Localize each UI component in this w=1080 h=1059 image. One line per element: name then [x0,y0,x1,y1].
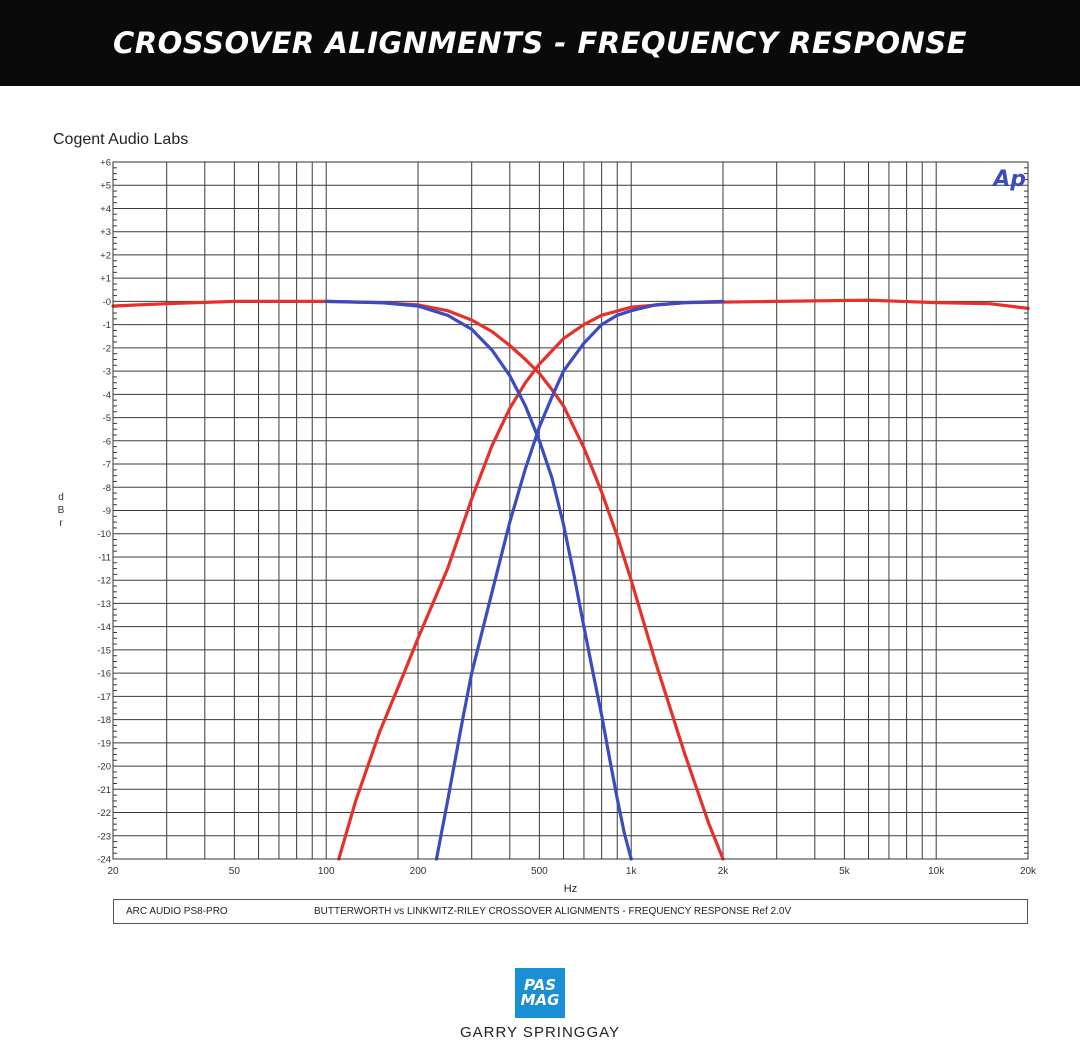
y-tick-label: -24 [97,855,111,866]
y-tick-label: +3 [100,227,111,238]
frequency-response-chart: +6 +5 +4 +3 +2 +1 -0 -1 -2 -3 -4 -5 -6 -7 -8 -9 -10 -11 -1… [58,158,1037,896]
company-name: Cogent Audio Labs [53,131,189,148]
y-tick-label: -6 [103,436,111,447]
x-tick-label: 20k [1020,866,1037,877]
y-tick-label: -16 [97,669,111,680]
y-axis-label-letter: r [59,518,63,529]
y-tick-label: -12 [97,576,111,587]
y-tick-label: -5 [103,413,111,424]
device-label: ARC AUDIO PS8-PRO [126,906,228,917]
chart-curves [111,298,1030,861]
x-tick-label: 1k [626,866,638,877]
y-tick-label: -17 [97,692,111,703]
y-tick-label: -0 [103,297,111,308]
y-tick-label: -21 [97,785,111,796]
y-tick-label: -14 [97,622,111,633]
response-curve-linkwitz-riley-1 [337,298,1030,861]
title-banner: CROSSOVER ALIGNMENTS - FREQUENCY RESPONS… [0,0,1080,86]
y-tick-label: -1 [103,320,111,331]
y-axis-label-letter: B [58,505,65,516]
logo-line-2: MAG [520,991,560,1009]
x-tick-label: 2k [718,866,730,877]
plot-frame [112,161,1029,860]
logo-line-1: PAS [523,976,557,994]
y-tick-label: -11 [98,552,111,563]
x-tick-label: 20 [107,866,119,877]
x-tick-labels: 20 50 100 200 500 1k 2k 5k 10k 20k [107,866,1037,877]
x-tick-label: 100 [318,866,335,877]
y-tick-label: -18 [97,715,111,726]
y-tick-label: +4 [100,204,111,215]
y-tick-label: +5 [100,181,111,192]
y-tick-label: -19 [97,738,111,749]
y-axis-label-letter: d [58,492,64,503]
y-axis-label: dBr [58,492,65,529]
y-tick-label: -22 [97,808,111,819]
x-axis-label: Hz [564,883,577,895]
x-tick-label: 500 [531,866,548,877]
y-tick-labels: +6 +5 +4 +3 +2 +1 -0 -1 -2 -3 -4 -5 -6 -7 -8 -9 -10 -11 -1… [97,158,111,866]
ap-logo: Ap [991,167,1026,192]
y-tick-label: -9 [103,506,111,517]
y-tick-label: -10 [97,529,111,540]
response-curve-butterworth-3 [434,299,725,861]
x-tick-label: 50 [229,866,241,877]
y-tick-label: -23 [97,831,111,842]
y-tick-label: -4 [103,390,111,401]
x-tick-label: 10k [928,866,945,877]
y-tick-label: +6 [100,158,111,169]
author-credit: GARRY SPRINGGAY [459,1024,621,1041]
y-tick-label: +2 [100,250,111,261]
test-description: BUTTERWORTH vs LINKWITZ-RILEY CROSSOVER … [314,906,792,917]
chart-grid [113,161,1028,860]
y-tick-label: -3 [103,367,111,378]
y-tick-label: -8 [103,483,111,494]
response-curve-butterworth-2 [324,299,633,861]
y-tick-label: -2 [103,343,111,354]
y-tick-label: +1 [100,274,111,285]
pasmag-logo: PAS MAG [515,968,565,1018]
y-tick-label: -13 [97,599,111,610]
x-tick-label: 5k [839,866,851,877]
y-tick-label: -15 [97,645,111,656]
y-tick-label: -20 [97,762,111,773]
test-info-box: ARC AUDIO PS8-PRO BUTTERWORTH vs LINKWIT… [113,899,1028,924]
x-tick-label: 200 [410,866,427,877]
banner-title: CROSSOVER ALIGNMENTS - FREQUENCY RESPONS… [113,26,967,60]
y-tick-label: -7 [103,460,111,471]
